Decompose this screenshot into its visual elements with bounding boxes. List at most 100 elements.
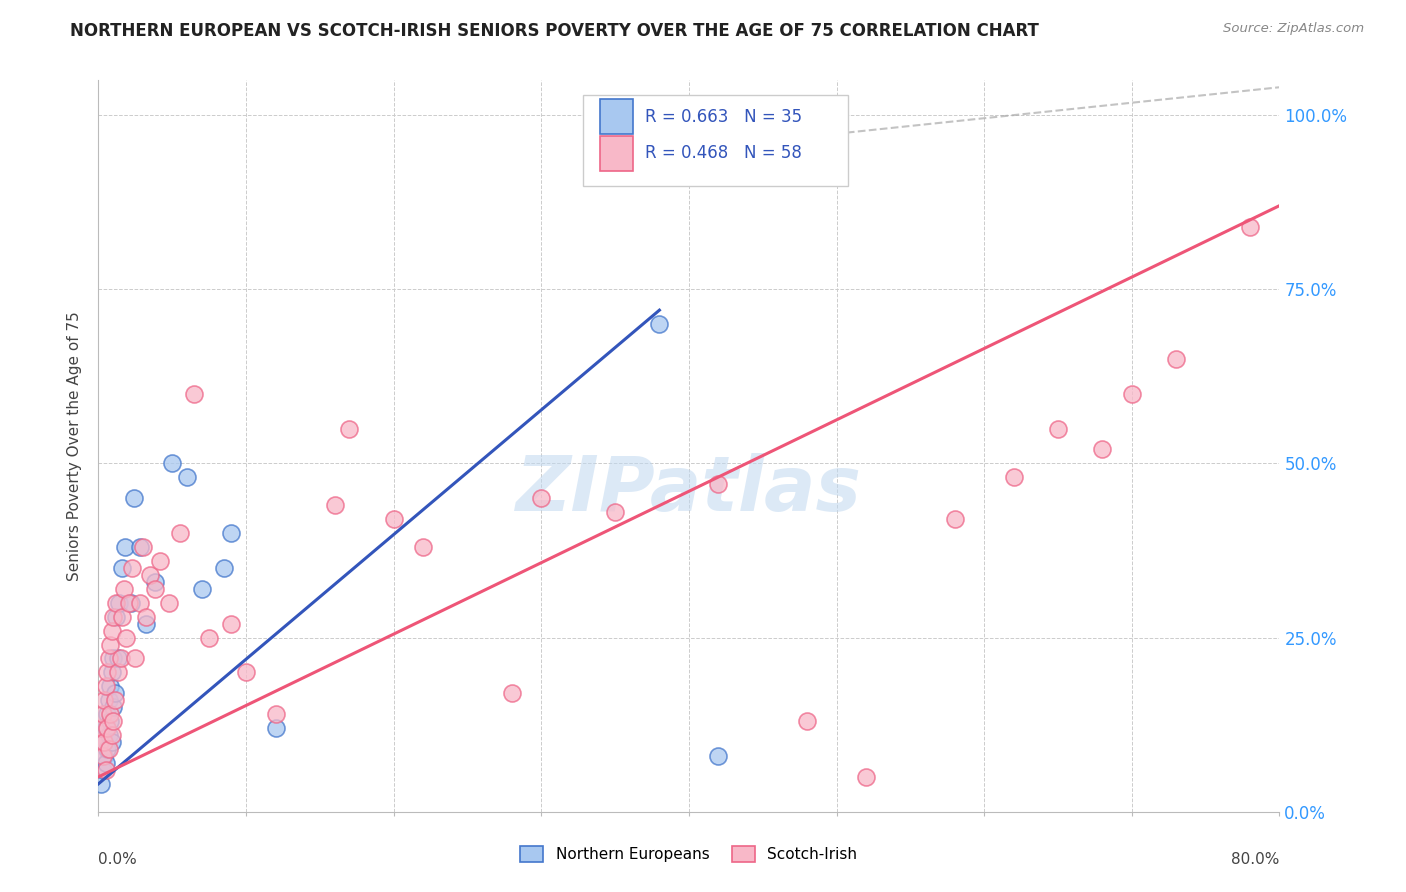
Point	[139, 567, 162, 582]
Point	[100, 728, 122, 742]
Point	[93, 735, 115, 749]
Point	[111, 609, 134, 624]
Point	[98, 714, 121, 728]
Point	[105, 596, 128, 610]
Point	[530, 491, 553, 506]
FancyBboxPatch shape	[582, 95, 848, 186]
Y-axis label: Seniors Poverty Over the Age of 75: Seniors Poverty Over the Age of 75	[67, 311, 83, 581]
Point	[707, 749, 730, 764]
Point	[1164, 351, 1187, 366]
Point	[115, 631, 138, 645]
Point	[103, 609, 125, 624]
Point	[105, 609, 128, 624]
Point	[94, 721, 117, 735]
Point	[96, 665, 118, 680]
Text: ZIPatlas: ZIPatlas	[516, 453, 862, 527]
Point	[112, 582, 135, 596]
Point	[1002, 470, 1025, 484]
Point	[98, 679, 121, 693]
Point	[97, 693, 120, 707]
Point	[198, 631, 221, 645]
Point	[1239, 219, 1261, 234]
Point	[96, 707, 118, 722]
Point	[91, 749, 114, 764]
Point	[98, 707, 121, 722]
Point	[104, 686, 127, 700]
Point	[91, 707, 114, 722]
Point	[212, 561, 235, 575]
Point	[135, 609, 157, 624]
Point	[103, 651, 125, 665]
Point	[264, 721, 287, 735]
Point	[122, 491, 145, 506]
Point	[1121, 386, 1143, 401]
Bar	[600, 136, 634, 171]
Bar	[600, 99, 634, 135]
Point	[107, 665, 129, 680]
Point	[93, 693, 115, 707]
Point	[97, 742, 120, 756]
Text: NORTHERN EUROPEAN VS SCOTCH-IRISH SENIORS POVERTY OVER THE AGE OF 75 CORRELATION: NORTHERN EUROPEAN VS SCOTCH-IRISH SENIOR…	[70, 22, 1039, 40]
Point	[94, 679, 117, 693]
Point	[110, 651, 132, 665]
Point	[382, 512, 405, 526]
Point	[157, 596, 180, 610]
Point	[114, 540, 136, 554]
Text: 80.0%: 80.0%	[1232, 852, 1279, 867]
Point	[219, 616, 242, 631]
Point	[943, 512, 966, 526]
Point	[90, 721, 112, 735]
Point	[176, 470, 198, 484]
Point	[96, 721, 118, 735]
Point	[90, 777, 112, 791]
Point	[103, 700, 125, 714]
Point	[605, 505, 627, 519]
Point	[120, 596, 142, 610]
Point	[1046, 421, 1069, 435]
Point	[100, 665, 122, 680]
Point	[128, 540, 150, 554]
Point	[96, 742, 118, 756]
Point	[264, 707, 287, 722]
Point	[183, 386, 205, 401]
Point	[235, 665, 257, 680]
Point	[191, 582, 214, 596]
Point	[707, 477, 730, 491]
Point	[124, 651, 146, 665]
Point	[108, 596, 131, 610]
Point	[91, 763, 114, 777]
Point	[323, 498, 346, 512]
Text: R = 0.468   N = 58: R = 0.468 N = 58	[645, 145, 801, 162]
Point	[169, 526, 191, 541]
Point	[796, 714, 818, 728]
Point	[143, 582, 166, 596]
Text: Source: ZipAtlas.com: Source: ZipAtlas.com	[1223, 22, 1364, 36]
Point	[94, 756, 117, 770]
Point	[855, 770, 877, 784]
Point	[219, 526, 242, 541]
Point	[121, 561, 143, 575]
Point	[648, 317, 671, 331]
Text: R = 0.663   N = 35: R = 0.663 N = 35	[645, 108, 803, 126]
Point	[149, 554, 172, 568]
Point	[135, 616, 157, 631]
Point	[97, 651, 120, 665]
Point	[412, 540, 434, 554]
Legend: Northern Europeans, Scotch-Irish: Northern Europeans, Scotch-Irish	[513, 838, 865, 870]
Point	[501, 686, 523, 700]
Point	[143, 574, 166, 589]
Point	[132, 540, 155, 554]
Point	[104, 693, 127, 707]
Point	[1091, 442, 1114, 457]
Point	[103, 714, 125, 728]
Point	[93, 735, 115, 749]
Point	[97, 728, 120, 742]
Point	[118, 596, 141, 610]
Point	[111, 561, 134, 575]
Point	[94, 763, 117, 777]
Point	[89, 735, 111, 749]
Text: 0.0%: 0.0%	[98, 852, 138, 867]
Point	[98, 638, 121, 652]
Point	[339, 421, 360, 435]
Point	[100, 735, 122, 749]
